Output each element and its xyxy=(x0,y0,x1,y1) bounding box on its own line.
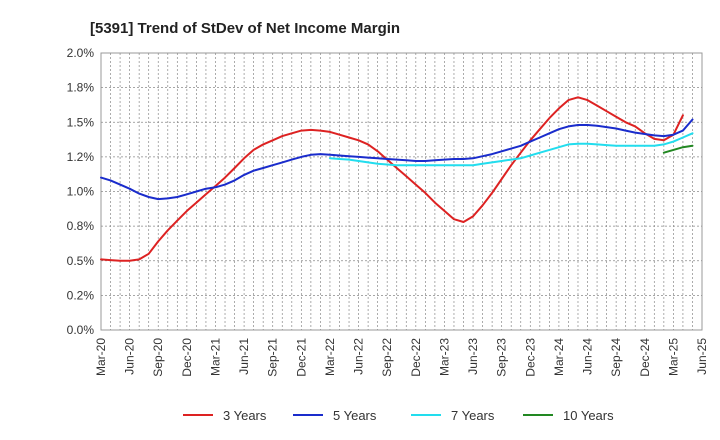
x-tick-label: Mar-21 xyxy=(208,338,222,376)
x-tick-label: Sep-24 xyxy=(609,338,623,377)
x-tick-label: Jun-21 xyxy=(237,338,251,375)
x-tick-label: Mar-24 xyxy=(552,338,566,376)
x-axis: Mar-20 Jun-20 Sep-20 Dec-20 Mar-21 Jun-21 Sep-… xyxy=(94,338,709,377)
x-tick-label: Jun-20 xyxy=(123,338,137,375)
x-tick-label: Dec-24 xyxy=(638,338,652,377)
x-tick-label: Dec-22 xyxy=(409,338,423,377)
series-line xyxy=(100,96,684,262)
series-line xyxy=(662,144,694,154)
x-tick-label: Jun-25 xyxy=(695,338,709,375)
series-line xyxy=(329,132,694,167)
x-tick-label: Mar-25 xyxy=(666,338,680,376)
grid-lines xyxy=(101,53,702,330)
y-axis: 0.0% 0.2% 0.5% 0.8% 1.0% 1.2% 1.5% 1.8% 2.0% xyxy=(67,46,95,337)
y-tick-label: 0.0% xyxy=(67,323,95,337)
y-tick-label: 2.0% xyxy=(67,46,95,60)
y-tick-label: 0.2% xyxy=(67,288,95,302)
x-tick-label: Sep-20 xyxy=(151,338,165,377)
legend-label: 5 Years xyxy=(333,408,377,423)
x-tick-label: Sep-21 xyxy=(266,338,280,377)
x-tick-label: Dec-20 xyxy=(180,338,194,377)
x-tick-label: Jun-24 xyxy=(581,338,595,375)
x-tick-label: Dec-21 xyxy=(294,338,308,377)
x-tick-label: Mar-20 xyxy=(94,338,108,376)
y-tick-label: 0.5% xyxy=(67,254,95,268)
legend-label: 7 Years xyxy=(451,408,495,423)
legend-label: 3 Years xyxy=(223,408,267,423)
x-tick-label: Mar-23 xyxy=(437,338,451,376)
x-tick-label: Jun-22 xyxy=(352,338,366,375)
legend-label: 10 Years xyxy=(563,408,614,423)
x-tick-label: Dec-23 xyxy=(523,338,537,377)
chart-title: [5391] Trend of StDev of Net Income Marg… xyxy=(90,20,400,37)
y-tick-label: 1.5% xyxy=(67,115,95,129)
legend: 3 Years 5 Years 7 Years 10 Years xyxy=(183,408,614,423)
y-tick-label: 1.8% xyxy=(67,81,95,95)
y-tick-label: 1.0% xyxy=(67,185,95,199)
x-tick-label: Mar-22 xyxy=(323,338,337,376)
y-tick-label: 0.8% xyxy=(67,219,95,233)
y-tick-label: 1.2% xyxy=(67,150,95,164)
x-tick-label: Sep-22 xyxy=(380,338,394,377)
x-tick-label: Sep-23 xyxy=(495,338,509,377)
series-line xyxy=(100,118,694,201)
series-lines xyxy=(100,96,694,262)
x-tick-label: Jun-23 xyxy=(466,338,480,375)
